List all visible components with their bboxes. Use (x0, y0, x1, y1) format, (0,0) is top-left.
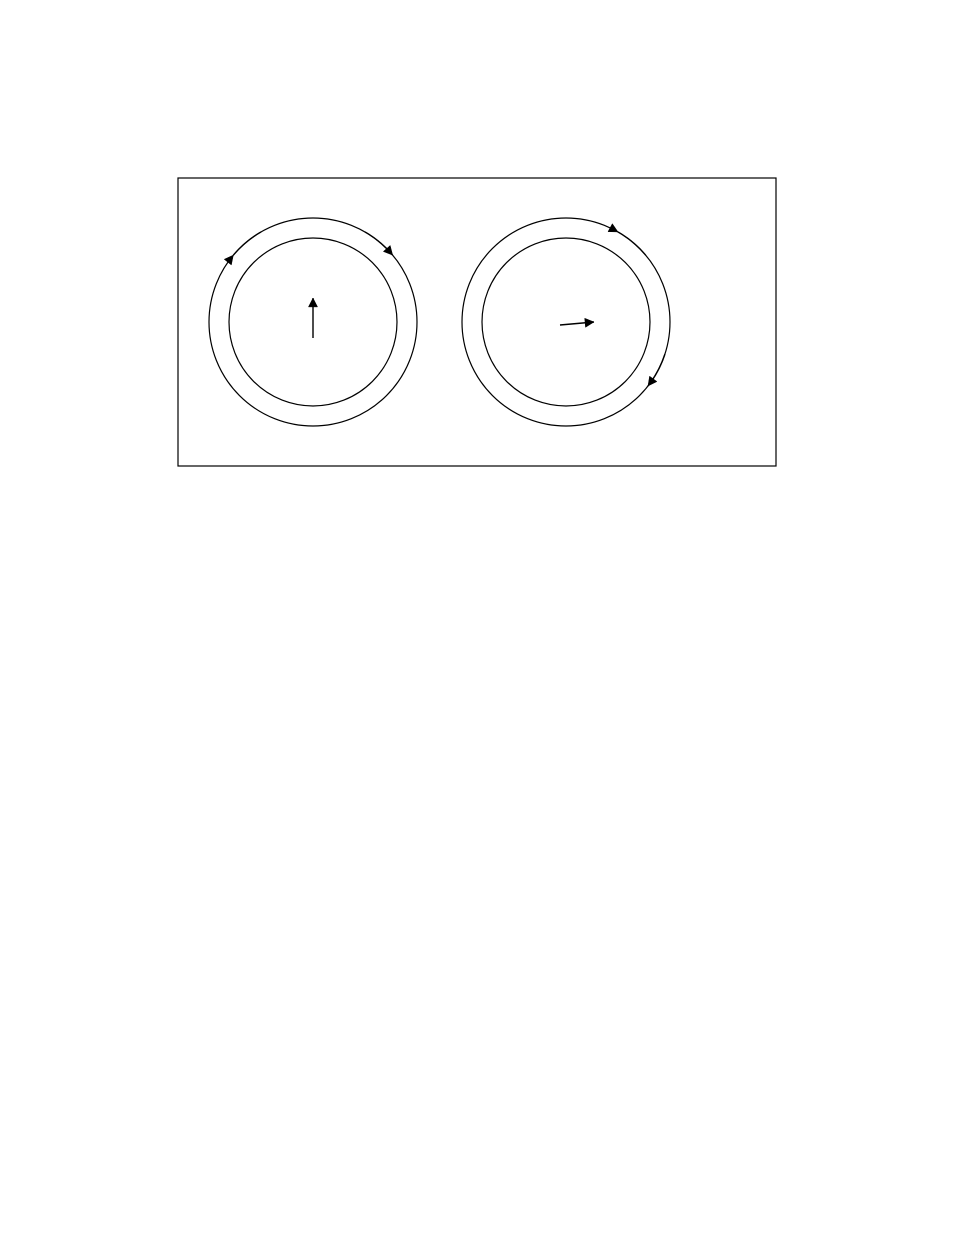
right-outer-arrow-1 (618, 232, 646, 255)
right-ring (462, 218, 670, 426)
left-outer-arrow-2 (233, 232, 261, 255)
right-inner-circle (482, 238, 650, 406)
right-outer-circle (462, 218, 670, 426)
left-ring (209, 218, 417, 426)
bounding-frame (178, 178, 776, 466)
diagram-svg (0, 0, 954, 1235)
